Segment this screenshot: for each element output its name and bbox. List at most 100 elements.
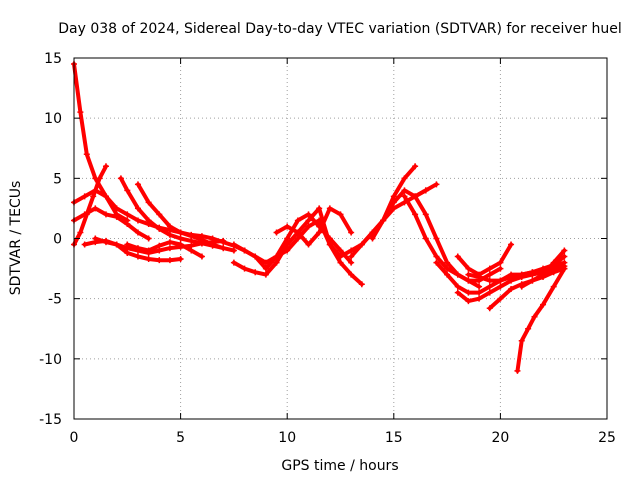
data-point-marker xyxy=(77,229,84,236)
data-point-marker xyxy=(124,241,131,248)
series-arc-13 xyxy=(274,206,354,247)
data-point-marker xyxy=(177,229,184,236)
data-point-marker xyxy=(273,229,280,236)
data-point-marker xyxy=(508,241,515,248)
data-point-marker xyxy=(433,235,440,242)
data-point-marker xyxy=(529,277,536,284)
data-point-marker xyxy=(198,236,205,243)
data-point-marker xyxy=(284,223,291,230)
data-point-marker xyxy=(102,163,109,170)
y-tick-label: -15 xyxy=(39,412,62,428)
series-arc-4 xyxy=(72,206,151,241)
chart-title: Day 038 of 2024, Sidereal Day-to-day VTE… xyxy=(58,21,621,37)
data-point-marker xyxy=(412,211,419,218)
data-point-marker xyxy=(284,235,291,242)
data-point-marker xyxy=(401,193,408,200)
data-point-marker xyxy=(156,257,163,264)
x-tick-label: 25 xyxy=(598,430,616,446)
data-series-layer xyxy=(71,61,568,374)
x-tick-label: 10 xyxy=(278,430,296,446)
data-point-marker xyxy=(540,271,547,278)
data-point-marker xyxy=(433,259,440,266)
data-point-marker xyxy=(81,193,88,200)
data-point-marker xyxy=(262,265,269,272)
data-point-marker xyxy=(305,217,312,224)
data-point-marker xyxy=(497,295,504,302)
data-point-marker xyxy=(134,205,141,212)
data-point-marker xyxy=(454,283,461,290)
data-point-marker xyxy=(316,205,323,212)
data-point-marker xyxy=(220,237,227,244)
data-point-marker xyxy=(166,231,173,238)
data-point-marker xyxy=(92,187,99,194)
data-point-marker xyxy=(508,286,515,293)
data-point-marker xyxy=(518,337,525,344)
data-point-marker xyxy=(252,269,259,276)
data-point-marker xyxy=(188,247,195,254)
data-point-marker xyxy=(358,241,365,248)
data-point-marker xyxy=(177,241,184,248)
data-point-marker xyxy=(454,289,461,296)
data-point-marker xyxy=(444,259,451,266)
data-point-marker xyxy=(476,289,483,296)
data-point-marker xyxy=(294,217,301,224)
data-point-marker xyxy=(156,225,163,232)
data-point-marker xyxy=(529,269,536,276)
data-point-marker xyxy=(124,211,131,218)
data-point-marker xyxy=(433,253,440,260)
x-tick-label: 5 xyxy=(176,430,185,446)
data-point-marker xyxy=(177,255,184,262)
data-point-marker xyxy=(465,265,472,272)
data-point-marker xyxy=(294,229,301,236)
data-point-marker xyxy=(369,235,376,242)
data-point-marker xyxy=(81,241,88,248)
data-point-marker xyxy=(92,205,99,212)
data-point-marker xyxy=(252,253,259,260)
data-point-marker xyxy=(486,283,493,290)
data-point-marker xyxy=(77,109,84,116)
data-point-marker xyxy=(486,277,493,284)
data-point-marker xyxy=(358,281,365,288)
data-point-marker xyxy=(444,271,451,278)
data-point-marker xyxy=(326,235,333,242)
data-point-marker xyxy=(433,181,440,188)
data-point-marker xyxy=(561,265,568,272)
data-point-marker xyxy=(305,223,312,230)
data-point-marker xyxy=(348,259,355,266)
data-point-marker xyxy=(497,283,504,290)
data-point-marker xyxy=(209,241,216,248)
data-point-marker xyxy=(305,241,312,248)
data-point-marker xyxy=(454,271,461,278)
data-point-marker xyxy=(390,193,397,200)
series-arc-8 xyxy=(136,182,236,253)
data-point-marker xyxy=(273,259,280,266)
data-point-marker xyxy=(177,235,184,242)
data-point-marker xyxy=(145,199,152,206)
data-point-marker xyxy=(316,229,323,236)
data-point-marker xyxy=(262,271,269,278)
data-point-marker xyxy=(262,259,269,266)
series-arc-3 xyxy=(72,188,130,223)
series-arc-2 xyxy=(72,164,108,247)
y-tick-label: 5 xyxy=(53,171,62,187)
data-point-marker xyxy=(444,265,451,272)
data-point-marker xyxy=(220,245,227,252)
data-point-marker xyxy=(134,229,141,236)
x-axis-label: GPS time / hours xyxy=(281,458,398,474)
data-point-marker xyxy=(465,298,472,305)
data-point-marker xyxy=(348,229,355,236)
data-point-marker xyxy=(326,241,333,248)
axis-ticks xyxy=(73,57,608,420)
data-point-marker xyxy=(380,217,387,224)
data-point-marker xyxy=(550,259,557,266)
data-point-marker xyxy=(113,241,120,248)
data-point-marker xyxy=(145,217,152,224)
data-point-marker xyxy=(241,247,248,254)
data-point-marker xyxy=(337,211,344,218)
data-point-marker xyxy=(476,283,483,290)
data-point-marker xyxy=(145,235,152,242)
data-point-marker xyxy=(348,247,355,254)
plot-frame xyxy=(73,57,608,420)
data-point-marker xyxy=(422,187,429,194)
